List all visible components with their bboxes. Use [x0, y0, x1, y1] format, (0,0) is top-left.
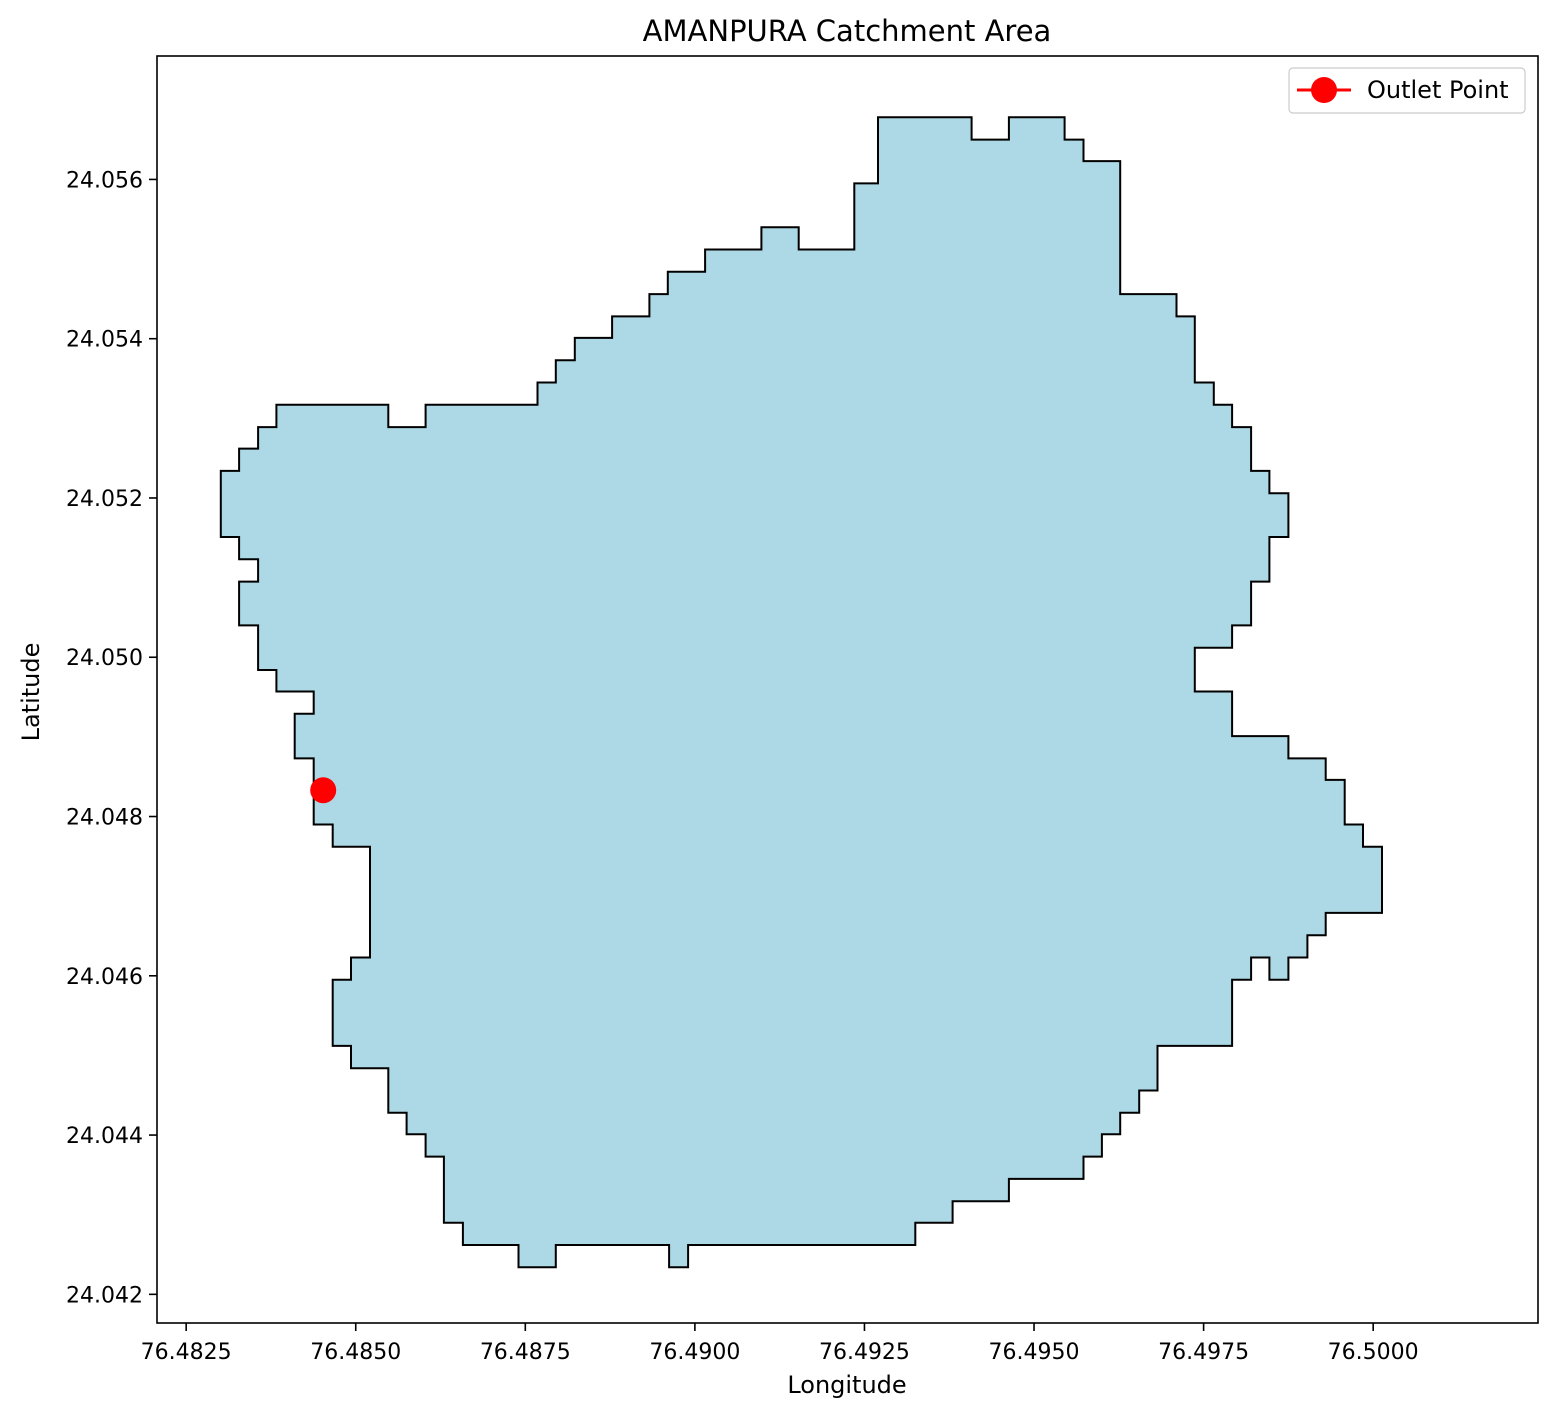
- x-tick-label: 76.4925: [819, 1340, 910, 1365]
- x-tick-label: 76.4850: [310, 1340, 401, 1365]
- legend-label: Outlet Point: [1367, 76, 1509, 104]
- outlet-point-marker: [310, 777, 337, 804]
- x-axis: 76.4825 76.4850 76.4875 76.4900 76.4925 76.49…: [141, 1323, 1419, 1365]
- x-tick-label: 76.4825: [141, 1340, 232, 1365]
- catchment-polygon: [219, 116, 1383, 1269]
- y-axis: 24.042 24.044 24.046 24.048 24.050 24.052 24.0…: [66, 168, 157, 1308]
- y-tick-label: 24.050: [66, 646, 143, 671]
- plot-area: [219, 116, 1383, 1269]
- y-axis-label: Latitude: [17, 643, 45, 742]
- x-axis-label: Longitude: [787, 1371, 906, 1399]
- legend: Outlet Point: [1288, 67, 1526, 114]
- legend-marker: [1311, 77, 1337, 103]
- x-tick-label: 76.5000: [1328, 1340, 1419, 1365]
- x-tick-label: 76.4875: [480, 1340, 571, 1365]
- y-tick-label: 24.052: [66, 487, 143, 512]
- y-tick-label: 24.044: [66, 1124, 143, 1149]
- x-tick-label: 76.4950: [989, 1340, 1080, 1365]
- y-tick-label: 24.048: [66, 806, 143, 831]
- y-tick-label: 24.042: [66, 1283, 143, 1308]
- y-tick-label: 24.046: [66, 965, 143, 990]
- axes-frame: [156, 55, 1539, 1324]
- legend-box: [1288, 67, 1526, 114]
- chart-title: AMANPURA Catchment Area: [643, 14, 1052, 48]
- x-tick-label: 76.4900: [649, 1340, 740, 1365]
- x-tick-label: 76.4975: [1158, 1340, 1249, 1365]
- y-tick-label: 24.054: [66, 328, 143, 353]
- y-tick-label: 24.056: [66, 168, 143, 193]
